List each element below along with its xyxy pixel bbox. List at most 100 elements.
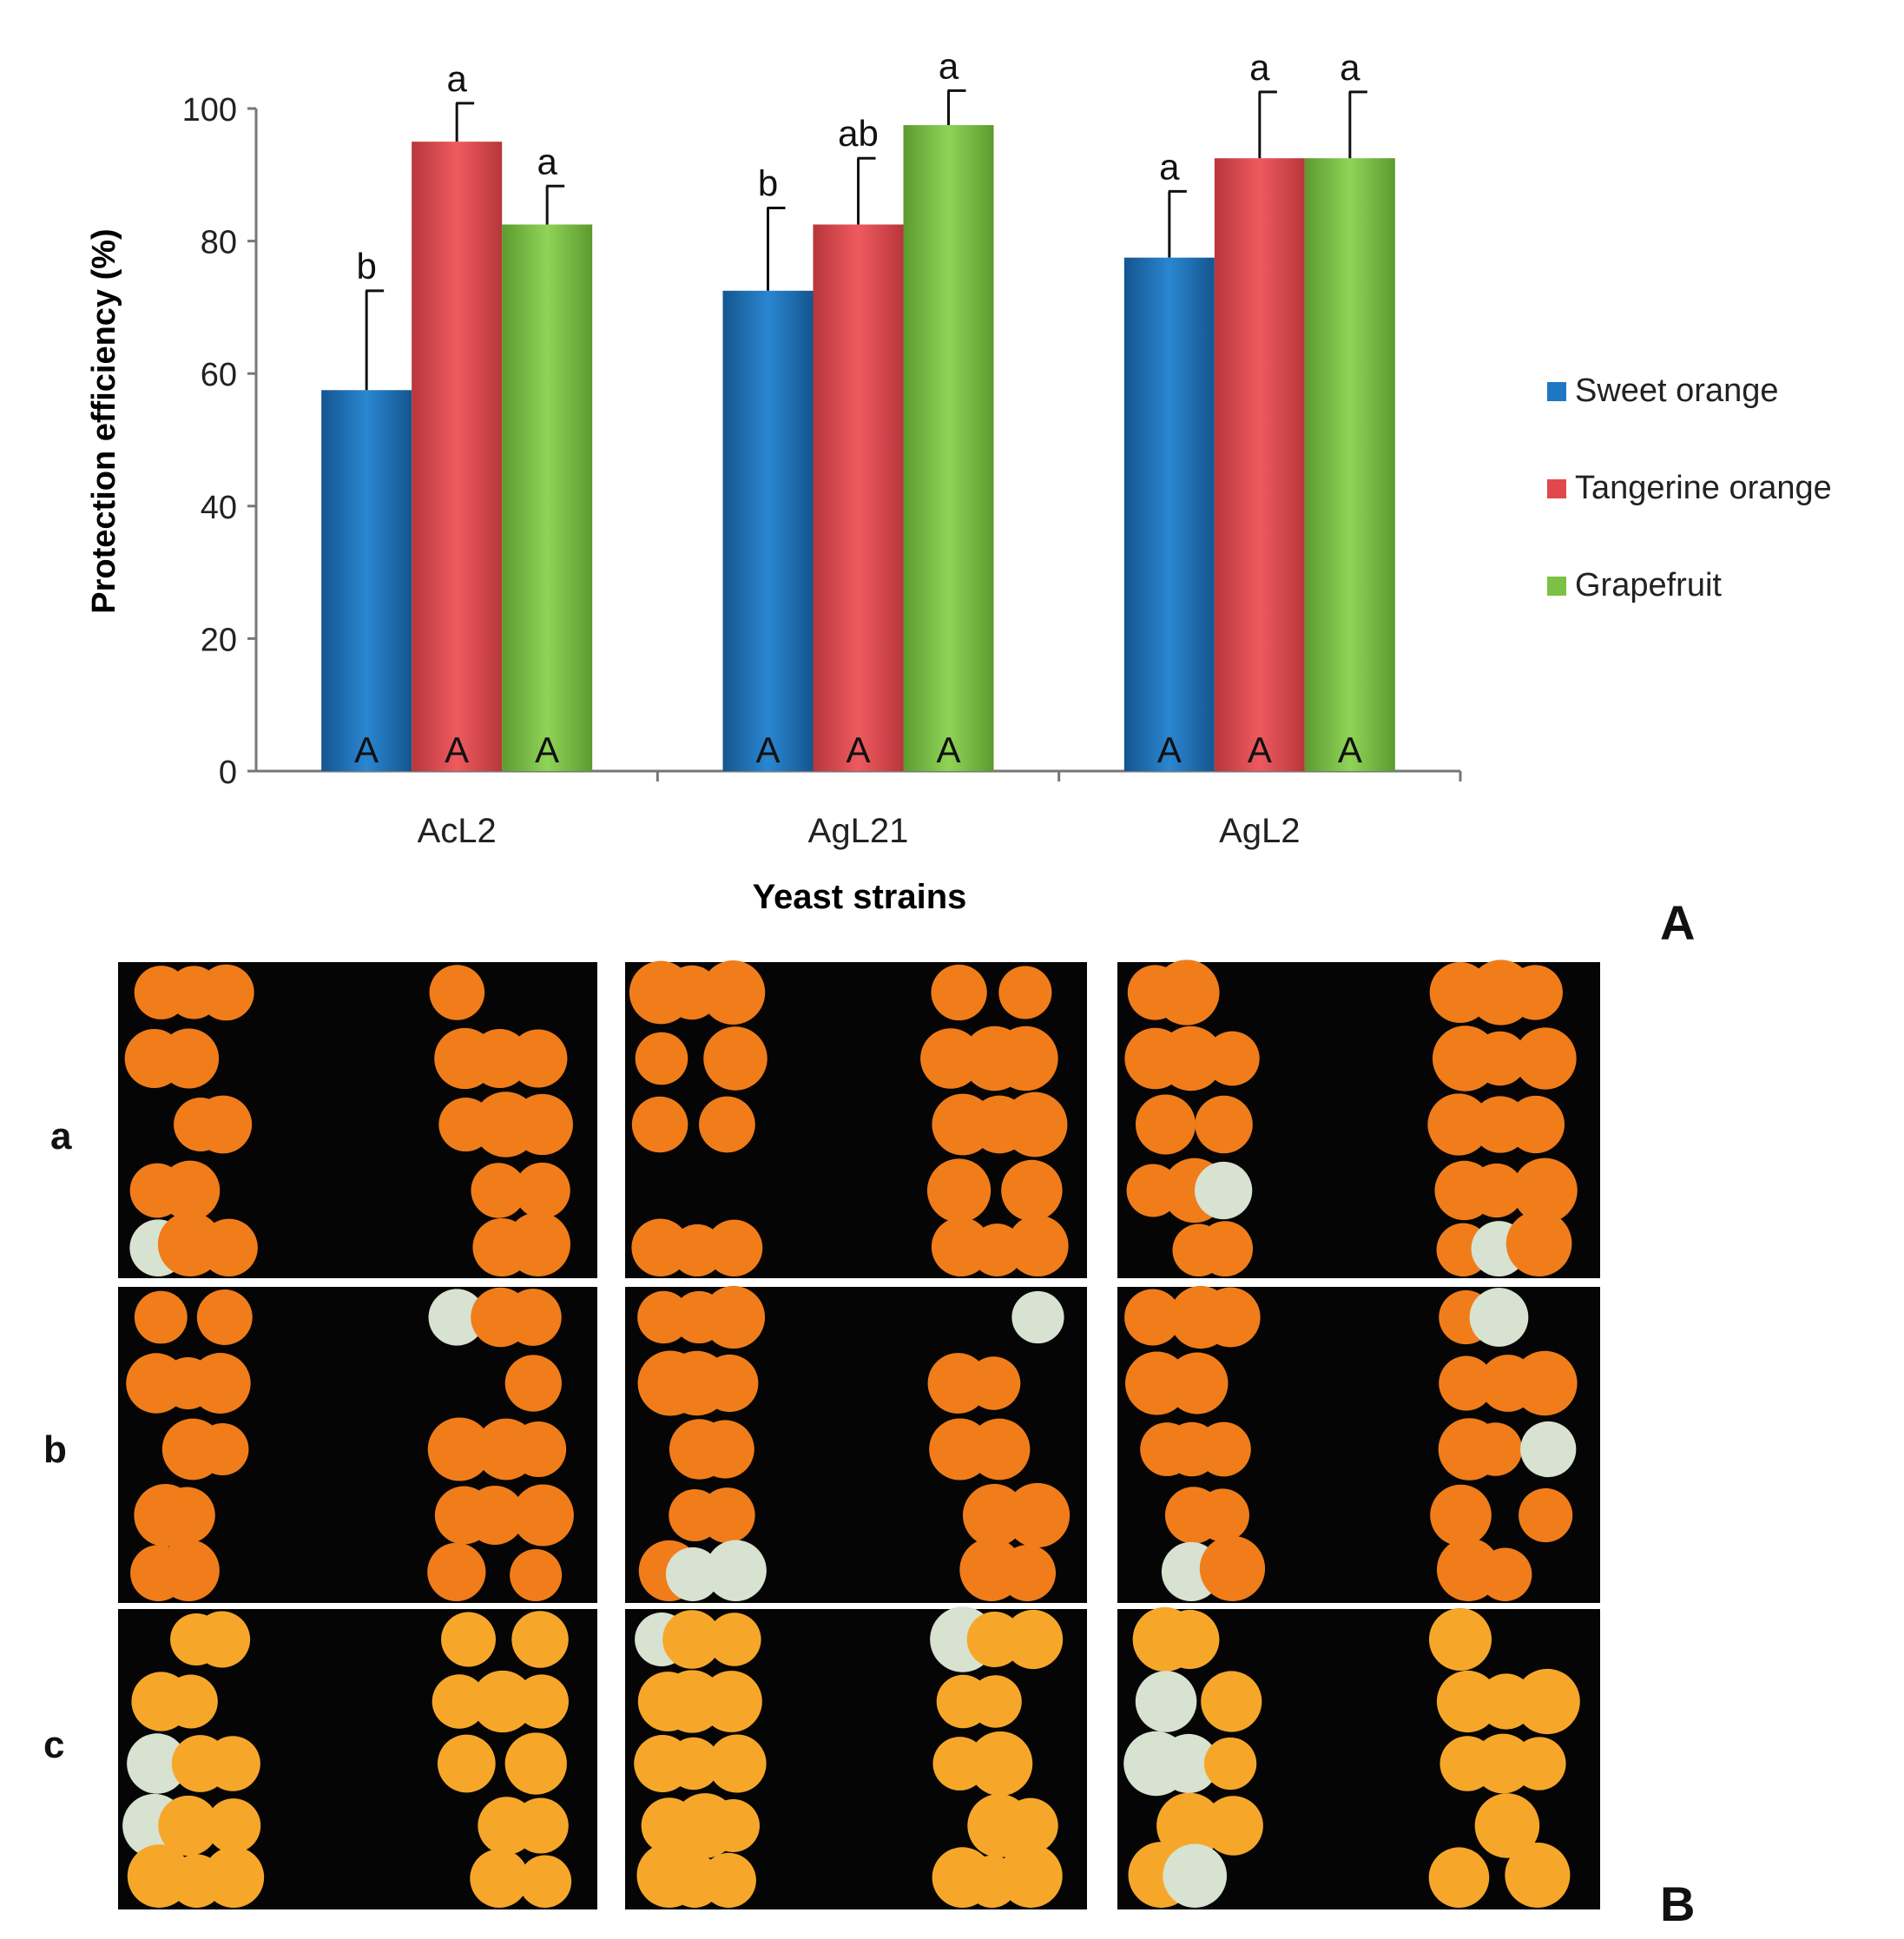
- fruit: [202, 1846, 265, 1909]
- significance-label: b: [758, 162, 778, 203]
- fruit: [509, 1029, 568, 1088]
- fruit: [1469, 1288, 1529, 1347]
- fruit: [511, 1093, 573, 1156]
- fruit: [504, 1289, 562, 1346]
- fruit: [171, 1735, 229, 1792]
- fruit: [999, 1545, 1057, 1601]
- fruit: [160, 1160, 221, 1221]
- fruit: [1429, 961, 1491, 1024]
- photo-background: [118, 962, 597, 1278]
- group-label: A: [936, 729, 960, 770]
- photo-panel: [625, 960, 1087, 1278]
- fruit: [504, 1355, 562, 1412]
- fruit: [130, 1545, 187, 1602]
- fruit: [1127, 965, 1183, 1020]
- significance-label: b: [356, 246, 376, 287]
- fruit: [1199, 1535, 1266, 1601]
- fruit: [170, 1613, 223, 1666]
- fruit: [200, 1218, 258, 1276]
- fruit: [1436, 1223, 1490, 1276]
- bar: [1123, 257, 1215, 771]
- fruit: [174, 1098, 228, 1151]
- legend-label: Tangerine orange: [1575, 470, 1832, 506]
- fruit: [703, 1026, 768, 1091]
- fruit: [930, 1606, 996, 1672]
- fruit: [637, 1672, 698, 1731]
- fruit: [1002, 1092, 1068, 1157]
- fruit: [1505, 1842, 1571, 1908]
- fruit: [1001, 1159, 1063, 1222]
- fruit: [1135, 1094, 1196, 1155]
- fruit: [169, 1854, 224, 1909]
- bar: [813, 224, 904, 771]
- fruit: [1128, 1842, 1195, 1909]
- fruit: [511, 1421, 567, 1478]
- fruit: [699, 1487, 755, 1543]
- fruit: [1439, 1289, 1493, 1345]
- fruit: [631, 1218, 689, 1277]
- fruit: [1514, 1027, 1577, 1090]
- group-label: A: [846, 729, 870, 770]
- fruit: [512, 1797, 569, 1854]
- fruit: [511, 1611, 569, 1668]
- fruit: [134, 1290, 188, 1344]
- fruit: [471, 1163, 526, 1218]
- fruit: [971, 1223, 1024, 1277]
- fruit: [1472, 1031, 1527, 1086]
- fruit: [1003, 1609, 1064, 1670]
- fruit: [437, 1734, 496, 1793]
- fruit: [471, 1670, 534, 1733]
- fruit: [1472, 1096, 1529, 1153]
- fruit: [126, 1353, 187, 1414]
- fruit: [471, 1287, 530, 1348]
- fruit: [664, 1350, 729, 1416]
- significance-label: a: [537, 141, 557, 181]
- fruit: [1505, 1210, 1572, 1276]
- fruit: [127, 1733, 188, 1794]
- row-label-a: a: [50, 1115, 72, 1157]
- photo-panel: [625, 1285, 1087, 1603]
- fruit: [432, 1674, 487, 1729]
- fruit: [1434, 1160, 1494, 1221]
- fruit: [1166, 1352, 1229, 1415]
- fruit: [1158, 1026, 1223, 1092]
- fruit: [1440, 1736, 1495, 1791]
- photo-background: [625, 1287, 1087, 1603]
- fruit: [470, 1029, 530, 1088]
- bar: [903, 125, 994, 771]
- photo-background: [625, 962, 1087, 1278]
- fruit: [669, 1419, 730, 1480]
- fruit: [1436, 1670, 1499, 1733]
- bar: [1214, 158, 1305, 772]
- fruit: [1124, 1289, 1182, 1346]
- significance-label: a: [1340, 47, 1360, 88]
- legend-label: Sweet orange: [1575, 373, 1779, 409]
- fruit: [1158, 1733, 1219, 1794]
- fruit: [671, 1223, 724, 1277]
- fruit: [962, 1483, 1026, 1547]
- fruit: [701, 1671, 762, 1732]
- photo-panel: [118, 1287, 597, 1603]
- y-tick-label: 80: [201, 225, 237, 261]
- fruit: [1430, 1484, 1492, 1547]
- significance-label: a: [446, 58, 467, 99]
- photo-background: [1117, 1609, 1600, 1909]
- fruit: [668, 1854, 721, 1908]
- fruit: [470, 1849, 529, 1908]
- fruit: [1432, 1026, 1499, 1092]
- fruit: [1507, 965, 1563, 1020]
- x-axis-label: Yeast strains: [753, 878, 967, 916]
- fruit: [129, 1219, 187, 1276]
- panel-label-b: B: [1660, 1876, 1696, 1931]
- fruit: [157, 1211, 223, 1276]
- fruit: [965, 1855, 1018, 1908]
- group-label: A: [535, 729, 559, 770]
- fruit: [157, 1540, 220, 1601]
- row-label-b: b: [43, 1428, 67, 1471]
- fruit: [641, 1797, 698, 1854]
- fruit: [510, 1548, 563, 1601]
- fruit: [1003, 1797, 1058, 1854]
- legend-swatch: [1547, 479, 1566, 498]
- fruit: [189, 1353, 251, 1414]
- fruit: [970, 1095, 1029, 1154]
